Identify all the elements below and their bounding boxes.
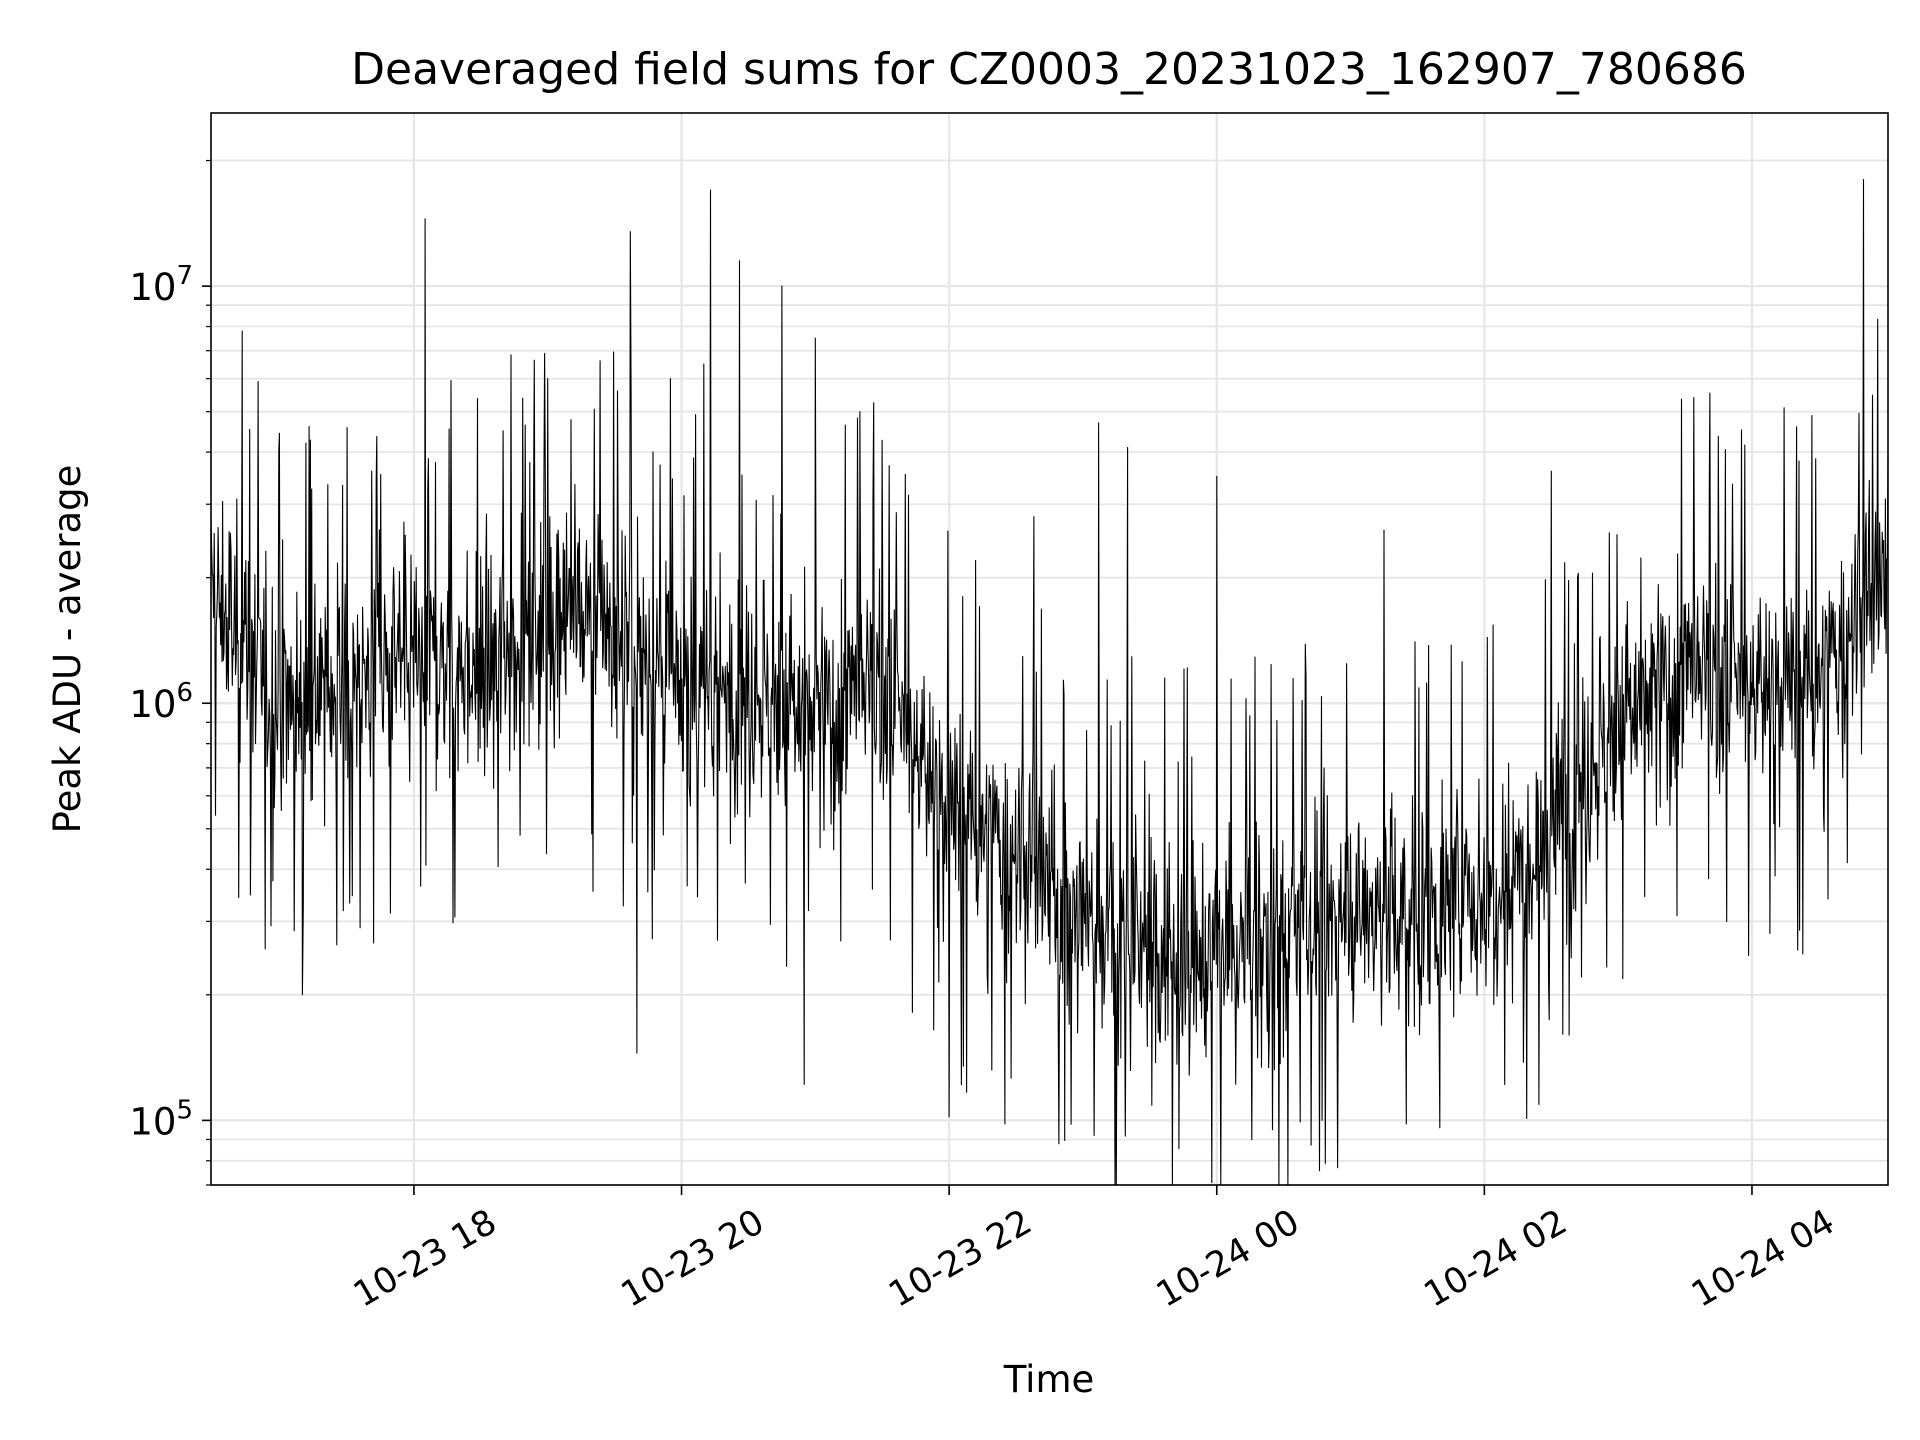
series-trace — [210, 179, 1889, 1186]
series-line — [210, 179, 1889, 1186]
y-tick-label: 106 — [129, 678, 193, 726]
y-tick-base: 10 — [129, 683, 176, 726]
y-tick-label: 107 — [129, 261, 193, 309]
grid-lines — [211, 113, 1888, 1186]
y-axis-label: Peak ADU - average — [46, 465, 89, 834]
y-tick-exponent: 7 — [176, 261, 193, 291]
y-tick-label: 105 — [129, 1095, 193, 1143]
y-tick-exponent: 5 — [176, 1095, 193, 1125]
x-axis-label: Time — [1003, 1358, 1095, 1401]
chart-title: Deaveraged field sums for CZ0003_2023102… — [351, 44, 1747, 95]
y-tick-base: 10 — [129, 1100, 176, 1143]
y-tick-base: 10 — [129, 266, 176, 309]
plot-frame — [210, 112, 1889, 1186]
y-tick-exponent: 6 — [176, 678, 193, 708]
